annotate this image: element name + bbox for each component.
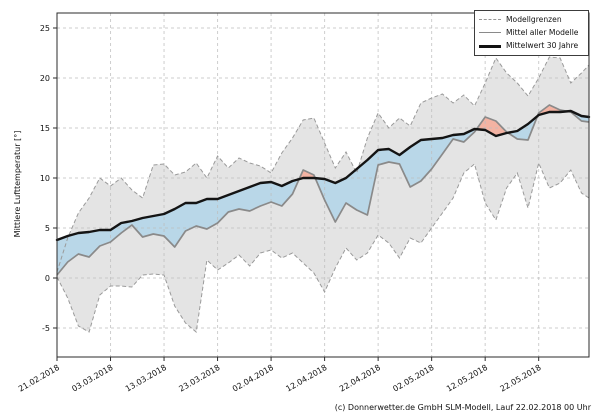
plot-border — [56, 12, 590, 358]
y-tick-label: -5 — [42, 324, 50, 333]
y-tick-label: 25 — [40, 24, 50, 33]
y-tick-label: 15 — [40, 124, 50, 133]
above-normal-area — [476, 117, 508, 136]
below-normal-area — [567, 111, 589, 122]
model-range-upper-line — [56, 56, 590, 273]
dashed-line-icon — [479, 19, 501, 21]
x-tick-label: 22.04.2018 — [338, 363, 382, 394]
below-normal-area — [315, 129, 477, 222]
legend-label-mittelwert-30-jahre: Mittelwert 30 Jahre — [506, 41, 579, 51]
gray-line-icon — [479, 32, 501, 34]
black-line-icon — [479, 44, 501, 48]
chart-legend: Modellgrenzen Mittel aller Modelle Mitte… — [474, 10, 589, 56]
model-mean-line — [56, 104, 590, 276]
legend-entry-mittel-aller-modelle: Mittel aller Modelle — [479, 27, 584, 39]
x-tick-label: 22.05.2018 — [499, 363, 543, 394]
y-tick-label: 10 — [40, 174, 50, 183]
legend-entry-mittelwert-30-jahre: Mittelwert 30 Jahre — [479, 40, 584, 52]
x-tick-label: 02.05.2018 — [391, 363, 435, 394]
y-tick-label: 20 — [40, 74, 50, 83]
y-tick-label: 0 — [45, 274, 50, 283]
x-tick-label: 12.05.2018 — [445, 363, 489, 394]
legend-label-mittel-aller-modelle: Mittel aller Modelle — [506, 27, 579, 37]
below-normal-area — [57, 179, 300, 275]
mean-30-years-line — [55, 109, 591, 242]
model-range-lower-line — [56, 161, 590, 333]
x-tick-label: 13.03.2018 — [124, 363, 168, 394]
x-tick-label: 21.02.2018 — [17, 363, 61, 394]
legend-label-modellgrenzen: Modellgrenzen — [506, 14, 562, 24]
legend-entry-modellgrenzen: Modellgrenzen — [479, 14, 584, 26]
x-tick-label: 02.04.2018 — [231, 363, 275, 394]
x-tick-label: 03.03.2018 — [70, 363, 114, 394]
y-axis-title: Mittlere Lufttemperatur [°] — [13, 131, 22, 238]
x-tick-label: 12.04.2018 — [284, 363, 328, 394]
copyright-text: (c) Donnerwetter.de GmbH SLM-Modell, Lau… — [334, 403, 591, 412]
x-tick-label: 23.03.2018 — [177, 363, 221, 394]
y-tick-label: 5 — [45, 224, 50, 233]
